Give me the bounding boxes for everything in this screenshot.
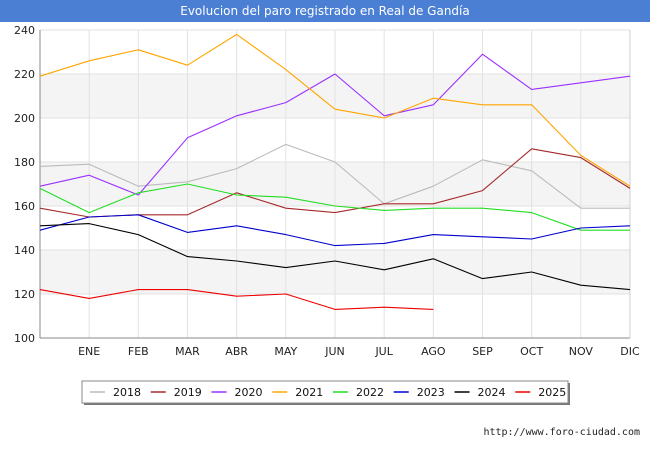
y-tick-label: 140 [14,244,35,257]
x-tick-label: AGO [421,345,446,358]
legend-label-2025: 2025 [538,386,566,399]
x-tick-label: ABR [225,345,248,358]
legend-label-2020: 2020 [235,386,263,399]
chart-title: Evolucion del paro registrado en Real de… [0,0,650,22]
x-tick-label: FEB [128,345,149,358]
x-tick-label: OCT [520,345,543,358]
x-tick-label: ENE [78,345,100,358]
y-tick-label: 180 [14,156,35,169]
series-line-2022 [39,183,630,231]
x-tick-label: JUN [324,345,345,358]
x-tick-label: JUL [374,345,393,358]
legend-label-2021: 2021 [295,386,323,399]
x-tick-label: SEP [472,345,493,358]
legend-box [81,380,569,404]
series-line-2025 [39,289,434,310]
x-tick-label: MAR [175,345,200,358]
y-tick-label: 100 [14,332,35,345]
series-line-2021 [39,33,631,187]
series-line-2020 [39,53,631,196]
y-tick-label: 200 [14,112,35,125]
x-tick-label: DIC [620,345,640,358]
legend-label-2023: 2023 [417,386,445,399]
legend-label-2018: 2018 [113,386,141,399]
y-tick-label: 220 [14,68,35,81]
x-tick-label: MAY [274,345,297,358]
y-tick-label: 160 [14,200,35,213]
footer-url[interactable]: http://www.foro-ciudad.com [483,427,640,438]
legend-label-2022: 2022 [356,386,384,399]
x-tick-label: NOV [569,345,594,358]
y-tick-label: 120 [14,288,35,301]
y-tick-label: 240 [14,24,35,37]
legend-label-2019: 2019 [174,386,202,399]
series-line-2024 [39,223,631,291]
legend-label-2024: 2024 [478,386,506,399]
series-line-2018 [39,143,630,209]
series-line-2023 [39,214,631,247]
